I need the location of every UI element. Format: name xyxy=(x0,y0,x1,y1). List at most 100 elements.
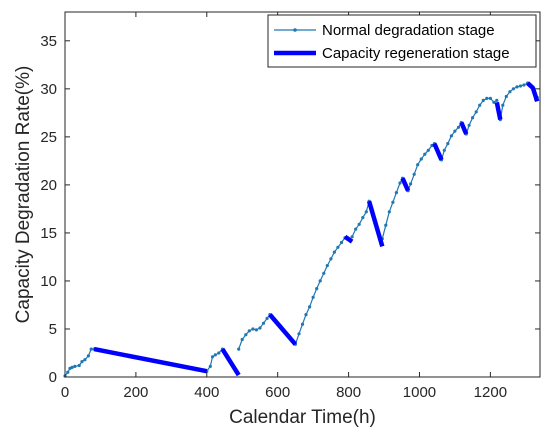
normal-degradation-point xyxy=(73,364,77,368)
x-tick-label: 600 xyxy=(265,384,290,401)
normal-degradation-point xyxy=(77,363,81,368)
capacity-regeneration-line xyxy=(366,200,385,248)
normal-degradation-point xyxy=(237,347,241,351)
normal-degradation-point xyxy=(488,96,492,100)
normal-degradation-point xyxy=(423,152,427,156)
y-tick-label: 10 xyxy=(40,273,57,290)
normal-degradation-point xyxy=(265,316,269,320)
normal-degradation-point xyxy=(315,287,319,291)
legend-swatch-normal-marker xyxy=(293,28,297,32)
normal-degradation-point xyxy=(208,364,212,368)
plot-area-frame xyxy=(64,11,541,378)
normal-degradation-point xyxy=(70,365,74,369)
normal-degradation-point xyxy=(394,191,398,195)
x-tick-label: 1000 xyxy=(403,384,436,401)
legend-box xyxy=(267,14,537,68)
normal-degradation-point xyxy=(258,326,262,330)
normal-degradation-point xyxy=(297,332,301,336)
y-tick-label: 5 xyxy=(49,321,57,338)
legend: Normal degradation stage Capacity regene… xyxy=(267,14,537,68)
normal-degradation-point xyxy=(311,295,315,299)
normal-degradation-point xyxy=(244,333,248,337)
x-tick-label: 0 xyxy=(61,384,69,401)
normal-degradation-point xyxy=(308,305,312,309)
normal-degradation-point xyxy=(446,142,450,146)
capacity-regeneration-line xyxy=(526,81,540,102)
normal-degradation-point xyxy=(254,328,258,332)
normal-degradation-point xyxy=(336,245,340,249)
normal-degradation-point xyxy=(89,347,93,351)
normal-degradation-point xyxy=(471,116,475,120)
capacity-regeneration-line xyxy=(93,346,208,374)
normal-degradation-point xyxy=(449,134,453,138)
normal-degradation-point xyxy=(474,110,478,114)
normal-degradation-point xyxy=(453,129,457,133)
normal-degradation-point xyxy=(426,148,430,152)
normal-degradation-point xyxy=(332,250,336,254)
normal-degradation-point xyxy=(398,181,402,185)
normal-degradation-point xyxy=(304,313,308,317)
normal-degradation-point xyxy=(416,163,420,167)
normal-degradation-point xyxy=(86,354,90,358)
y-tick-label: 35 xyxy=(40,33,57,50)
capacity-regeneration-line xyxy=(432,142,444,161)
normal-degradation-line xyxy=(351,201,370,238)
normal-degradation-point xyxy=(300,322,305,326)
y-axis-label: Capacity Degradation Rate(%) xyxy=(13,66,34,324)
normal-degradation-point xyxy=(522,83,526,87)
normal-degradation-point xyxy=(481,98,485,102)
normal-degradation-point xyxy=(495,98,499,102)
x-tick-label: 200 xyxy=(123,384,148,401)
normal-degradation-point xyxy=(240,337,244,342)
normal-degradation-point xyxy=(419,157,423,161)
normal-degradation-point xyxy=(357,222,361,226)
normal-degradation-point xyxy=(518,84,523,88)
normal-degradation-point xyxy=(261,321,266,325)
normal-degradation-line xyxy=(465,97,498,135)
capacity-regeneration-line xyxy=(494,101,503,121)
x-tick-label: 1200 xyxy=(474,384,507,401)
normal-degradation-point xyxy=(66,370,70,374)
x-tick-label: 400 xyxy=(194,384,219,401)
normal-degradation-point xyxy=(364,210,368,214)
normal-degradation-point xyxy=(80,360,84,364)
x-tick-label: 800 xyxy=(336,384,361,401)
normal-degradation-line xyxy=(381,177,404,239)
normal-degradation-line xyxy=(238,314,271,350)
normal-degradation-point xyxy=(409,182,413,186)
normal-degradation-point xyxy=(217,351,221,355)
normal-degradation-point xyxy=(247,329,251,333)
normal-degradation-point xyxy=(361,216,365,220)
normal-degradation-point xyxy=(511,87,515,91)
normal-degradation-point xyxy=(83,358,87,362)
normal-degradation-point xyxy=(478,103,482,107)
legend-label-normal: Normal degradation stage xyxy=(322,22,495,39)
x-axis-label: Calendar Time(h) xyxy=(229,407,376,428)
normal-degradation-point xyxy=(329,257,333,261)
legend-label-regeneration: Capacity regeneration stage xyxy=(322,45,510,62)
normal-degradation-point xyxy=(412,172,416,176)
normal-degradation-point xyxy=(504,94,508,99)
normal-degradation-point xyxy=(213,353,217,357)
capacity-regeneration-line xyxy=(459,121,469,135)
capacity-regeneration-line xyxy=(268,313,298,346)
capacity-regeneration-line xyxy=(343,234,354,244)
normal-degradation-point xyxy=(354,227,358,231)
normal-degradation-point xyxy=(508,90,512,94)
normal-degradation-point xyxy=(339,240,344,245)
y-tick-label: 0 xyxy=(49,369,57,386)
normal-degradation-point xyxy=(391,200,395,204)
capacity-regeneration-line xyxy=(220,347,241,377)
normal-degradation-line xyxy=(294,237,346,345)
normal-degradation-point xyxy=(515,85,519,89)
capacity-regeneration-line xyxy=(400,177,411,192)
normal-degradation-point xyxy=(501,103,505,107)
normal-degradation-point xyxy=(384,223,388,227)
normal-degradation-point xyxy=(322,271,326,275)
normal-degradation-point xyxy=(387,210,391,214)
normal-degradation-point xyxy=(210,355,215,359)
normal-degradation-point xyxy=(251,327,255,331)
normal-degradation-point xyxy=(467,123,471,127)
normal-degradation-point xyxy=(485,96,489,100)
